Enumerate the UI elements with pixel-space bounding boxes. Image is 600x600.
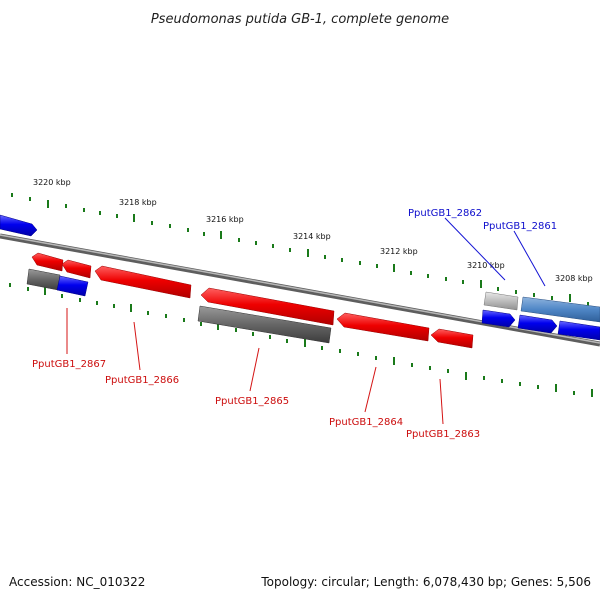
- gene-arrow-reverse[interactable]: [430, 328, 474, 349]
- ruler-label-3214: 3214 kbp: [293, 232, 331, 241]
- ruler-ticks-upper: [11, 193, 589, 306]
- ruler-label-3218: 3218 kbp: [119, 198, 157, 207]
- gene-block-pseudo[interactable]: [197, 305, 332, 344]
- gene-arrow-reverse[interactable]: [94, 265, 192, 299]
- gene-block-forward[interactable]: [56, 275, 89, 297]
- ruler-label-3210: 3210 kbp: [467, 261, 505, 270]
- gene-block-pseudo[interactable]: [26, 268, 61, 291]
- gene-block-rna[interactable]: [520, 296, 600, 323]
- gene-arrow-reverse[interactable]: [336, 312, 430, 342]
- ruler-label-3208: 3208 kbp: [555, 274, 593, 283]
- gene-label-2861[interactable]: PputGB1_2861: [483, 221, 557, 232]
- leader-lines: [66, 217, 546, 425]
- gene-arrow-reverse[interactable]: [61, 259, 92, 279]
- gene-label-2865[interactable]: PputGB1_2865: [215, 396, 289, 407]
- gene-label-2867[interactable]: PputGB1_2867: [32, 359, 106, 370]
- gene-arrow-reverse[interactable]: [31, 252, 64, 272]
- ruler-label-3220: 3220 kbp: [33, 178, 71, 187]
- ruler-ticks-lower: [9, 283, 593, 397]
- map-title: Pseudomonas putida GB-1, complete genome: [151, 12, 449, 27]
- ruler-label-3216: 3216 kbp: [206, 215, 244, 224]
- gene-label-2863[interactable]: PputGB1_2863: [406, 429, 480, 440]
- accession-text: Accession: NC_010322: [9, 575, 145, 589]
- gene-arrow-forward[interactable]: [557, 320, 600, 341]
- gene-arrow-forward[interactable]: [481, 309, 516, 328]
- gene-arrow-reverse[interactable]: [200, 287, 335, 326]
- topology-text: Topology: circular; Length: 6,078,430 bp…: [260, 575, 591, 589]
- gene-arrow-forward[interactable]: [0, 214, 38, 237]
- gene-label-2862[interactable]: PputGB1_2862: [408, 208, 482, 219]
- gene-arrow-forward[interactable]: [517, 314, 558, 334]
- ruler-label-3212: 3212 kbp: [380, 247, 418, 256]
- gene-label-2864[interactable]: PputGB1_2864: [329, 417, 403, 428]
- gene-label-2866[interactable]: PputGB1_2866: [105, 375, 179, 386]
- gene-block-light[interactable]: [483, 291, 519, 311]
